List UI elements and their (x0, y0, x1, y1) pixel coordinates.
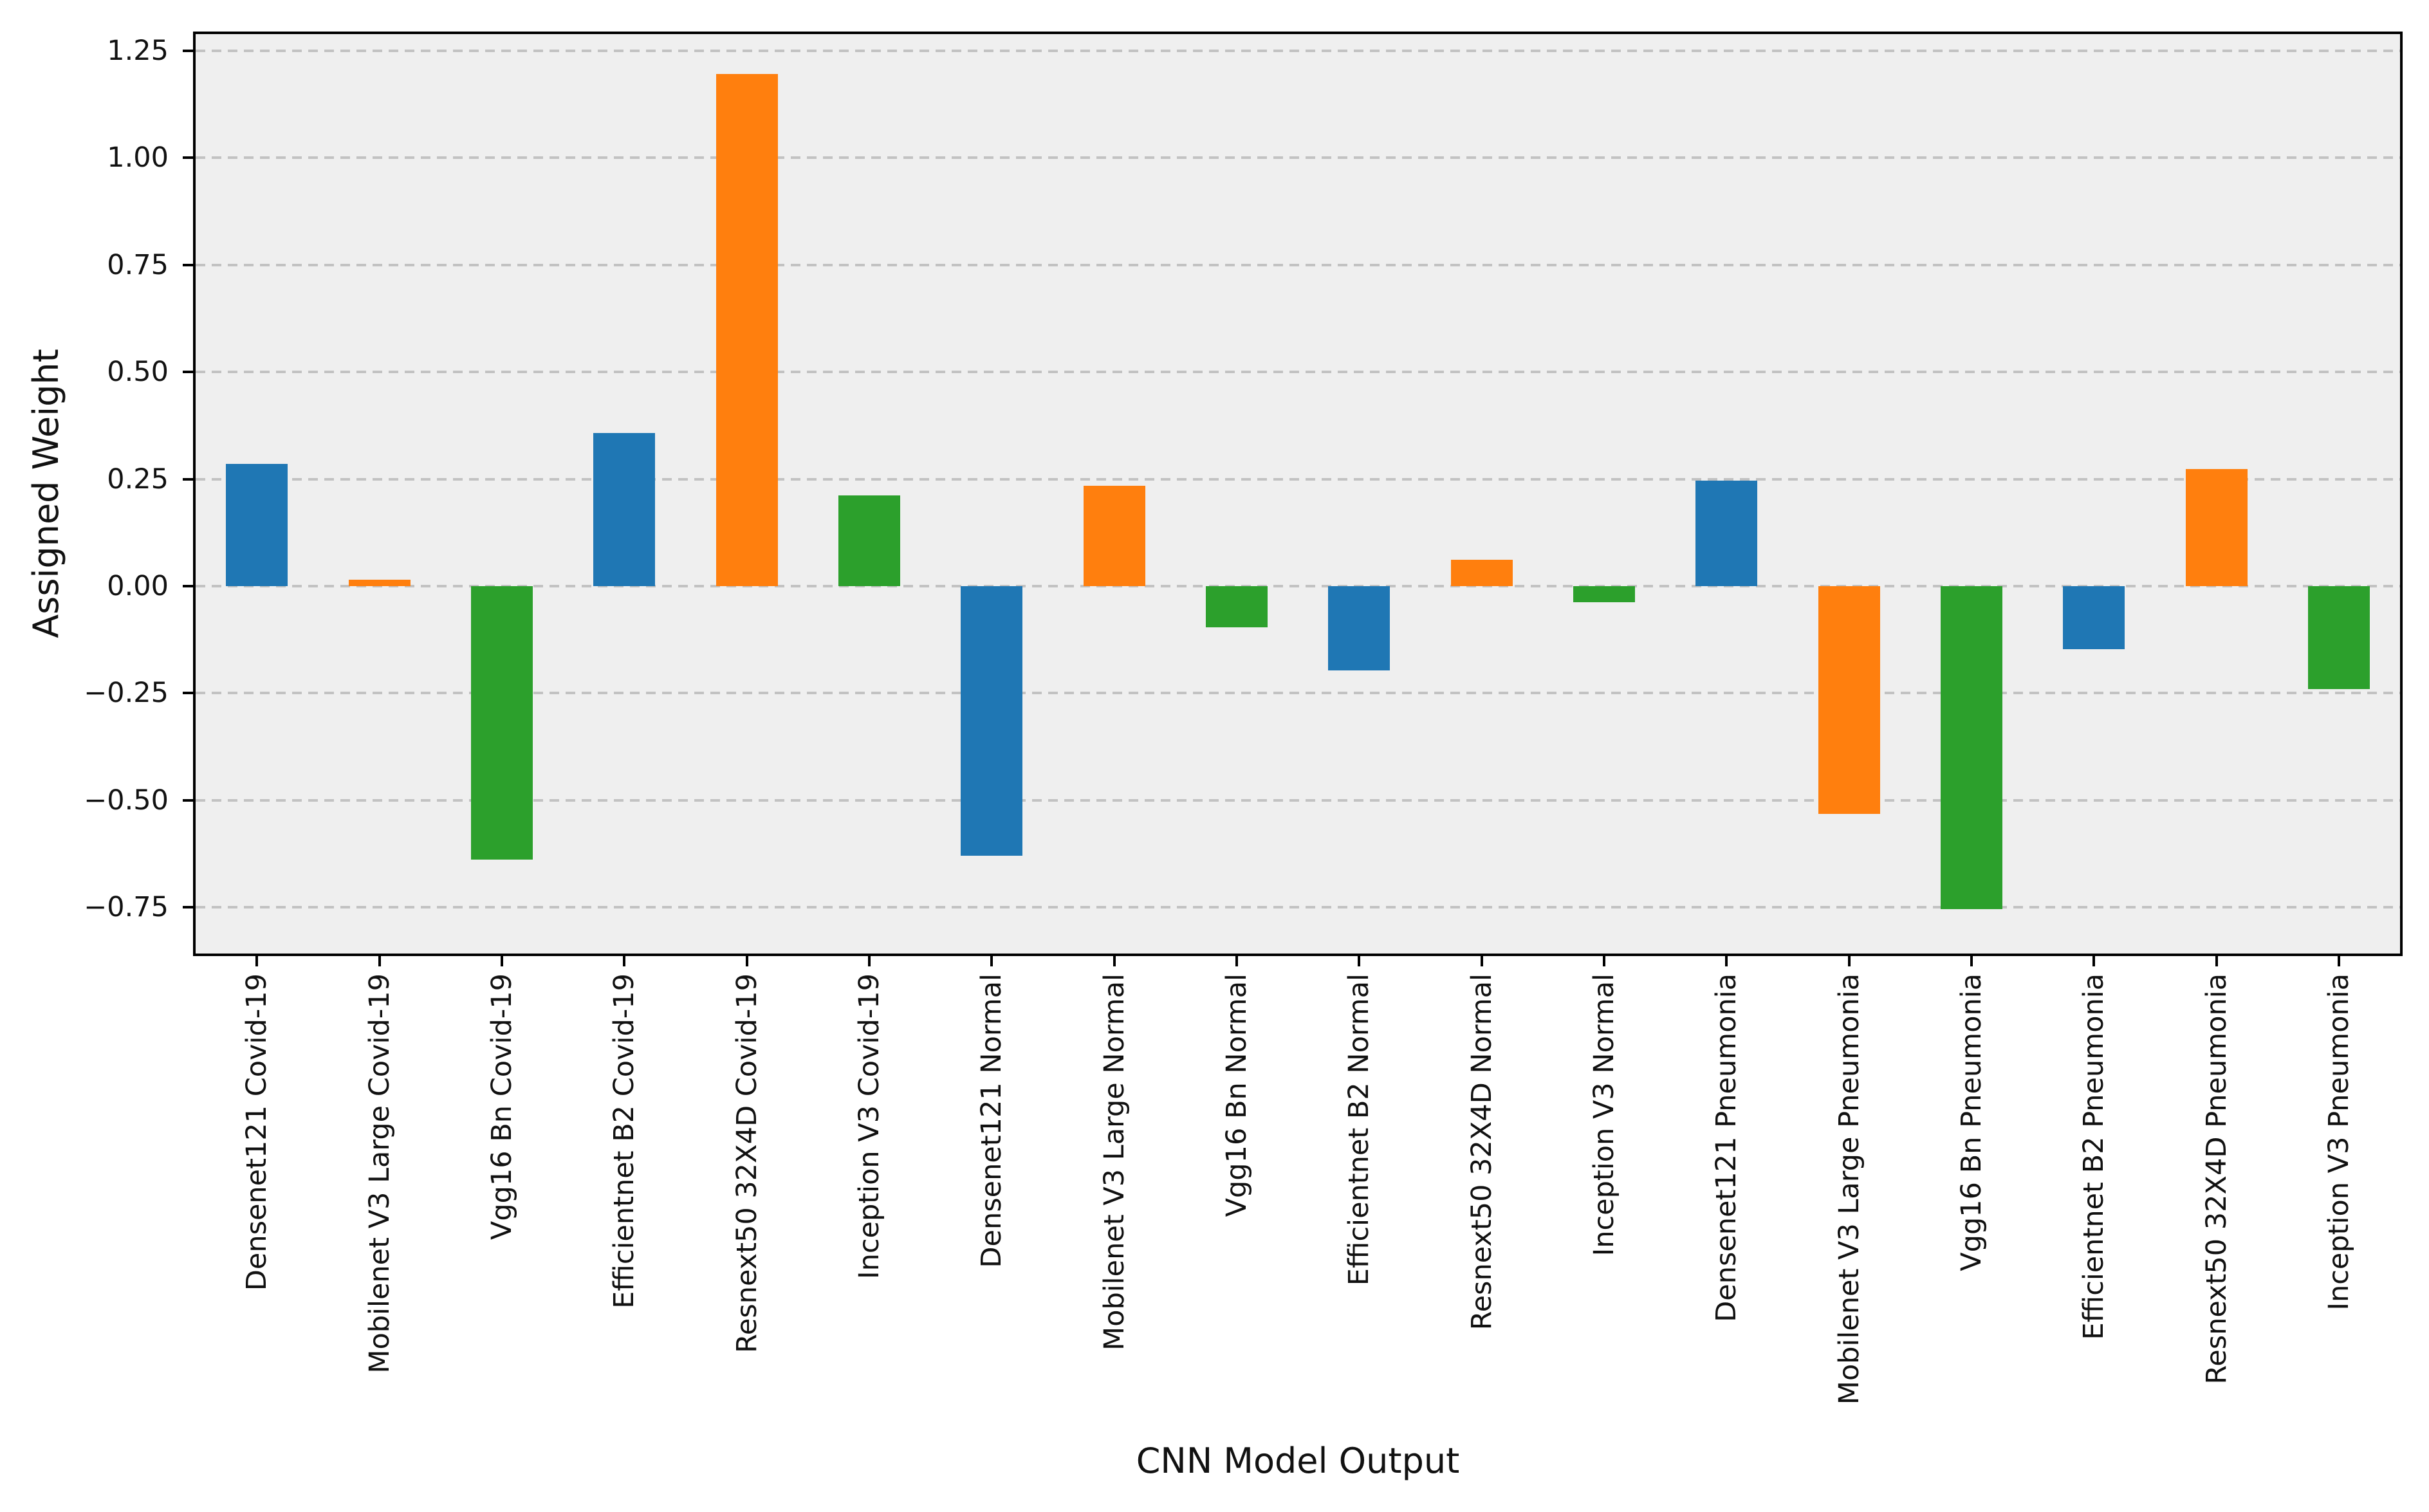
plot-area (193, 32, 2403, 956)
x-tick-mark (2215, 954, 2218, 966)
x-tick-label-text: Mobilenet V3 Large Normal (1098, 973, 1131, 1351)
y-tick-label: 0.00 (107, 569, 169, 602)
x-tick-label-text: Mobilenet V3 Large Covid-19 (363, 973, 396, 1374)
bar-inception-v3-covid-19 (838, 495, 900, 586)
x-axis-title: CNN Model Output (1136, 1441, 1460, 1481)
gridline (196, 906, 2400, 909)
bar-mobilenet-v3-large-pneumonia (1818, 585, 1880, 814)
x-tick-label-text: Densenet121 Pneumonia (1710, 973, 1743, 1322)
x-tick-mark (1113, 954, 1116, 966)
gridline (196, 156, 2400, 160)
x-tick-mark (745, 954, 748, 966)
y-tick-label: 0.25 (107, 463, 169, 495)
bar-densenet121-pneumonia (1695, 481, 1758, 586)
bar-mobilenet-v3-large-covid-19 (348, 579, 411, 586)
bar-vgg16-bn-normal (1205, 585, 1268, 628)
gridline (196, 692, 2400, 695)
x-tick-mark (2337, 954, 2340, 966)
x-tick-label-text: Efficientnet B2 Covid-19 (608, 973, 641, 1309)
y-tick-mark (183, 906, 196, 909)
x-tick-label-text: Mobilenet V3 Large Pneumonia (1833, 973, 1865, 1405)
gridline (196, 371, 2400, 374)
x-tick-mark (2092, 954, 2096, 966)
x-tick-label-text: Densenet121 Covid-19 (241, 973, 273, 1291)
x-tick-mark (500, 954, 503, 966)
y-tick-mark (183, 49, 196, 52)
x-tick-label-text: Densenet121 Normal (975, 973, 1008, 1268)
x-tick-label-text: Vgg16 Bn Covid-19 (485, 973, 518, 1240)
x-tick-mark (1847, 954, 1851, 966)
x-tick-label-text: Vgg16 Bn Normal (1220, 973, 1253, 1217)
y-tick-mark (183, 584, 196, 587)
x-tick-label-text: Vgg16 Bn Pneumonia (1955, 973, 1988, 1271)
gridline (196, 263, 2400, 266)
bar-densenet121-covid-19 (226, 464, 288, 586)
y-tick-mark (183, 263, 196, 266)
y-tick-label: −0.75 (84, 891, 169, 924)
bar-efficientnet-b2-normal (1328, 585, 1390, 671)
x-tick-label-text: Inception V3 Covid-19 (853, 973, 885, 1280)
y-tick-label: 1.25 (107, 34, 169, 67)
bar-vgg16-bn-covid-19 (470, 585, 533, 860)
x-tick-label-text: Resnext50 32X4D Covid-19 (730, 973, 763, 1354)
x-tick-label-text: Efficientnet B2 Normal (1343, 973, 1376, 1286)
y-tick-label: −0.50 (84, 784, 169, 816)
x-tick-mark (1358, 954, 1361, 966)
y-tick-label: 1.00 (107, 142, 169, 174)
bar-resnext50-32x4d-covid-19 (716, 73, 778, 586)
bar-densenet121-normal (961, 585, 1023, 856)
bar-vgg16-bn-pneumonia (1940, 585, 2002, 910)
bar-mobilenet-v3-large-normal (1083, 485, 1145, 586)
x-tick-mark (1725, 954, 1728, 966)
x-tick-label-text: Resnext50 32X4D Pneumonia (2200, 973, 2233, 1385)
x-tick-mark (1602, 954, 1605, 966)
x-tick-label-text: Efficientnet B2 Pneumonia (2078, 973, 2110, 1340)
x-tick-label-text: Inception V3 Normal (1587, 973, 1620, 1257)
y-tick-mark (183, 692, 196, 695)
y-tick-mark (183, 156, 196, 160)
y-tick-label: 0.50 (107, 356, 169, 389)
x-tick-mark (623, 954, 626, 966)
bar-resnext50-32x4d-pneumonia (2185, 469, 2248, 586)
y-tick-mark (183, 477, 196, 481)
bar-inception-v3-normal (1573, 585, 1635, 603)
y-tick-mark (183, 371, 196, 374)
bar-efficientnet-b2-pneumonia (2063, 585, 2125, 650)
bar-efficientnet-b2-covid-19 (593, 433, 656, 586)
x-tick-mark (1480, 954, 1483, 966)
y-tick-label: −0.25 (84, 677, 169, 710)
y-tick-label: 0.75 (107, 248, 169, 281)
x-tick-mark (255, 954, 259, 966)
bar-inception-v3-pneumonia (2307, 585, 2370, 689)
gridline (196, 798, 2400, 802)
y-axis-title-text: Assigned Weight (26, 349, 66, 638)
gridline (196, 477, 2400, 481)
x-tick-mark (867, 954, 871, 966)
y-tick-mark (183, 798, 196, 802)
x-tick-mark (990, 954, 993, 966)
gridline (196, 49, 2400, 52)
x-tick-mark (1235, 954, 1238, 966)
x-tick-label-text: Resnext50 32X4D Normal (1465, 973, 1498, 1331)
gridline (196, 584, 2400, 587)
bar-resnext50-32x4d-normal (1450, 560, 1513, 586)
x-tick-mark (1970, 954, 1973, 966)
x-tick-label-text: Inception V3 Pneumonia (2322, 973, 2355, 1311)
x-tick-mark (378, 954, 381, 966)
